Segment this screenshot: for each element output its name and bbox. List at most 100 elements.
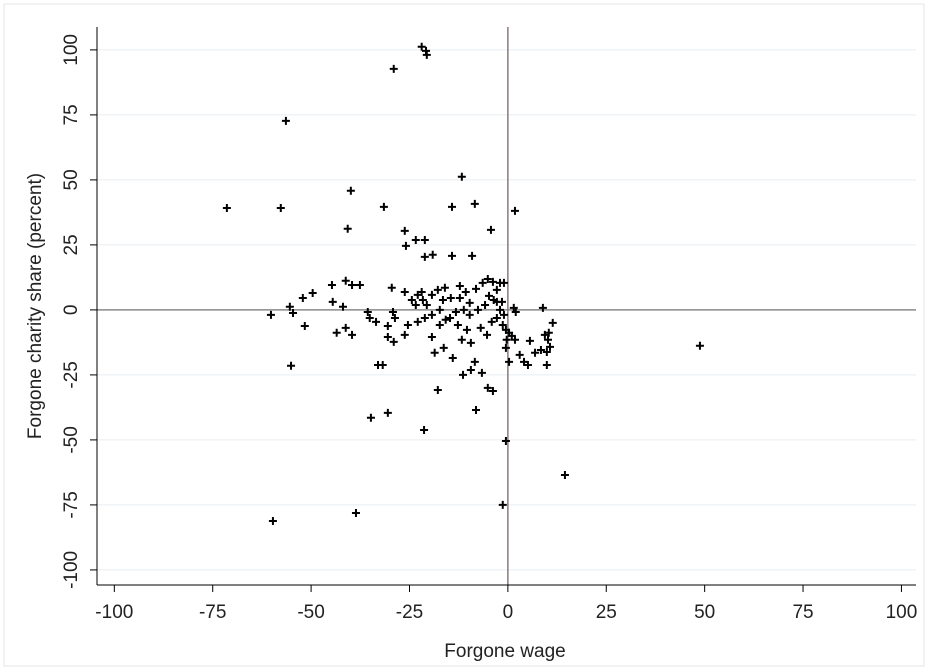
point bbox=[372, 317, 381, 326]
point bbox=[531, 348, 540, 357]
point bbox=[387, 283, 396, 292]
point bbox=[446, 293, 455, 302]
point bbox=[418, 296, 427, 305]
point bbox=[465, 298, 474, 307]
point bbox=[417, 42, 426, 51]
point bbox=[498, 320, 507, 329]
point bbox=[422, 300, 431, 309]
point bbox=[365, 313, 374, 322]
point bbox=[511, 307, 520, 316]
point bbox=[407, 296, 416, 305]
x-tick-label: -100 bbox=[95, 602, 133, 623]
point bbox=[287, 361, 296, 370]
point bbox=[488, 277, 497, 286]
point bbox=[525, 336, 534, 345]
point bbox=[457, 335, 466, 344]
point bbox=[496, 305, 505, 314]
point bbox=[468, 251, 477, 260]
point bbox=[465, 310, 474, 319]
y-tick-label: -100 bbox=[61, 551, 82, 589]
point bbox=[435, 305, 444, 314]
point bbox=[327, 280, 336, 289]
point bbox=[448, 354, 457, 363]
point bbox=[492, 313, 501, 322]
point bbox=[466, 338, 475, 347]
point bbox=[288, 309, 297, 318]
point bbox=[343, 224, 352, 233]
point bbox=[440, 283, 449, 292]
point bbox=[501, 436, 510, 445]
point bbox=[488, 387, 497, 396]
point bbox=[457, 172, 466, 181]
y-tick-label: -50 bbox=[61, 426, 82, 453]
x-tick-label: 50 bbox=[694, 602, 715, 623]
point bbox=[348, 280, 357, 289]
point bbox=[433, 385, 442, 394]
point bbox=[466, 365, 475, 374]
point bbox=[430, 348, 439, 357]
point bbox=[383, 322, 392, 331]
point bbox=[411, 300, 420, 309]
point bbox=[459, 370, 468, 379]
point bbox=[505, 357, 514, 366]
point bbox=[298, 293, 307, 302]
point bbox=[483, 330, 492, 339]
point bbox=[538, 303, 547, 312]
point bbox=[542, 348, 551, 357]
point bbox=[403, 320, 412, 329]
chart-frame bbox=[3, 3, 925, 667]
point bbox=[510, 335, 519, 344]
point bbox=[348, 330, 357, 339]
point bbox=[476, 323, 485, 332]
y-tick-label: 25 bbox=[61, 234, 82, 255]
point bbox=[400, 226, 409, 235]
point bbox=[483, 274, 492, 283]
point bbox=[351, 508, 360, 517]
point bbox=[401, 241, 410, 250]
point bbox=[438, 296, 447, 305]
point bbox=[545, 342, 554, 351]
point bbox=[389, 64, 398, 73]
point bbox=[509, 303, 518, 312]
point bbox=[383, 408, 392, 417]
point bbox=[427, 332, 436, 341]
point bbox=[389, 337, 398, 346]
point bbox=[489, 296, 498, 305]
x-tick-label: -50 bbox=[297, 602, 324, 623]
y-tick-label: 75 bbox=[61, 104, 82, 125]
point bbox=[433, 285, 442, 294]
point bbox=[481, 300, 490, 309]
point bbox=[332, 328, 341, 337]
point bbox=[413, 317, 422, 326]
point bbox=[477, 368, 486, 377]
point bbox=[390, 313, 399, 322]
point bbox=[417, 287, 426, 296]
point bbox=[542, 361, 551, 370]
point bbox=[560, 471, 569, 480]
point bbox=[379, 202, 388, 211]
point bbox=[338, 302, 347, 311]
x-tick-label: 75 bbox=[792, 602, 813, 623]
point bbox=[471, 284, 480, 293]
y-axis-label: Forgone charity share (percent) bbox=[25, 173, 46, 439]
point bbox=[355, 280, 364, 289]
point bbox=[427, 310, 436, 319]
y-tick-label: -75 bbox=[61, 491, 82, 518]
point bbox=[435, 320, 444, 329]
point bbox=[544, 335, 553, 344]
point bbox=[501, 343, 510, 352]
point bbox=[420, 426, 429, 435]
point bbox=[492, 285, 501, 294]
point bbox=[341, 323, 350, 332]
x-tick-label: -25 bbox=[396, 602, 423, 623]
point bbox=[486, 225, 495, 234]
point bbox=[470, 199, 479, 208]
point bbox=[455, 281, 464, 290]
point bbox=[308, 288, 317, 297]
point bbox=[484, 291, 493, 300]
point bbox=[276, 203, 285, 212]
point bbox=[420, 252, 429, 261]
point bbox=[451, 307, 460, 316]
